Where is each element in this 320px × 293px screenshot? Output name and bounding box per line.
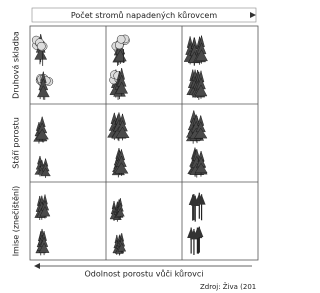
title: Počet stromů napadených kůrovcem (71, 10, 217, 20)
row-label: Druhová skladba (12, 31, 21, 99)
crown (117, 35, 125, 43)
row-label: Stáří porostu (12, 117, 21, 169)
crown (37, 42, 45, 50)
diagram: Počet stromů napadených kůrovcem Druhová… (0, 0, 260, 293)
footer-label: Odolnost porostu vůči kůrovci (85, 269, 204, 279)
source: Zdroj: Živa (201 (200, 282, 256, 291)
row-label: Imise (znečištění) (11, 186, 21, 257)
